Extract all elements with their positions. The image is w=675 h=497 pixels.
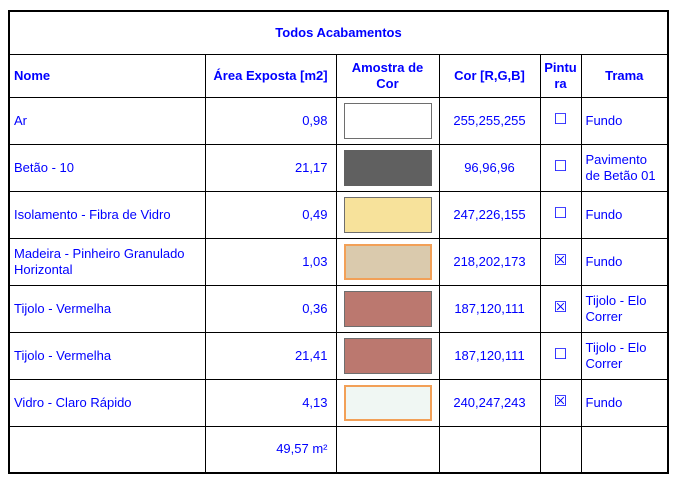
title-row: Todos Acabamentos xyxy=(8,10,669,55)
swatch-cell xyxy=(335,378,440,427)
nome-cell: Tijolo - Vermelha xyxy=(8,284,206,333)
total-empty-pintura xyxy=(539,425,582,474)
header-row: Nome Área Exposta [m2] Amostra de Cor Co… xyxy=(8,53,669,98)
pintura-cell: ☒ xyxy=(539,237,582,286)
total-empty-nome xyxy=(8,425,206,474)
trama-cell: Fundo xyxy=(580,190,669,239)
total-empty-trama xyxy=(580,425,669,474)
finishes-table: Todos Acabamentos Nome Área Exposta [m2]… xyxy=(8,10,670,474)
pintura-checkbox[interactable]: ☒ xyxy=(553,252,568,270)
nome-cell: Vidro - Claro Rápido xyxy=(8,378,206,427)
column-header-nome: Nome xyxy=(8,53,206,98)
pintura-checkbox[interactable]: ☐ xyxy=(553,158,568,176)
pintura-cell: ☒ xyxy=(539,284,582,333)
total-area-cell: 49,57 m² xyxy=(204,425,337,474)
nome-cell: Tijolo - Vermelha xyxy=(8,331,206,380)
color-swatch xyxy=(343,384,432,421)
nome-cell: Madeira - Pinheiro Granulado Horizontal xyxy=(8,237,206,286)
pintura-cell: ☐ xyxy=(539,96,582,145)
column-header-area: Área Exposta [m2] xyxy=(204,53,337,98)
rgb-cell: 218,202,173 xyxy=(438,237,541,286)
color-swatch xyxy=(343,102,432,139)
area-cell: 0,98 xyxy=(204,96,337,145)
pintura-checkbox[interactable]: ☐ xyxy=(553,111,568,129)
pintura-cell: ☐ xyxy=(539,143,582,192)
table-row: Tijolo - Vermelha 0,36 187,120,111 ☒ Tij… xyxy=(8,284,669,333)
column-header-trama: Trama xyxy=(580,53,669,98)
total-empty-swatch xyxy=(335,425,440,474)
rgb-cell: 187,120,111 xyxy=(438,284,541,333)
area-cell: 21,17 xyxy=(204,143,337,192)
rgb-cell: 96,96,96 xyxy=(438,143,541,192)
pintura-checkbox[interactable]: ☐ xyxy=(553,205,568,223)
area-cell: 1,03 xyxy=(204,237,337,286)
pintura-checkbox[interactable]: ☒ xyxy=(553,299,568,317)
trama-cell: Fundo xyxy=(580,237,669,286)
area-cell: 4,13 xyxy=(204,378,337,427)
swatch-cell xyxy=(335,96,440,145)
column-header-pintura: Pintura xyxy=(539,53,582,98)
table-row: Vidro - Claro Rápido 4,13 240,247,243 ☒ … xyxy=(8,378,669,427)
total-row: 49,57 m² xyxy=(8,425,669,474)
color-swatch xyxy=(343,337,432,374)
color-swatch xyxy=(343,149,432,186)
swatch-cell xyxy=(335,143,440,192)
table-row: Madeira - Pinheiro Granulado Horizontal … xyxy=(8,237,669,286)
pintura-cell: ☐ xyxy=(539,190,582,239)
pintura-cell: ☒ xyxy=(539,378,582,427)
trama-cell: Fundo xyxy=(580,96,669,145)
rgb-cell: 240,247,243 xyxy=(438,378,541,427)
trama-cell: Tijolo - Elo Correr xyxy=(580,331,669,380)
swatch-cell xyxy=(335,284,440,333)
pintura-cell: ☐ xyxy=(539,331,582,380)
pintura-checkbox[interactable]: ☒ xyxy=(553,393,568,411)
color-swatch xyxy=(343,290,432,327)
rgb-cell: 255,255,255 xyxy=(438,96,541,145)
area-cell: 0,36 xyxy=(204,284,337,333)
table-row: Ar 0,98 255,255,255 ☐ Fundo xyxy=(8,96,669,145)
area-cell: 0,49 xyxy=(204,190,337,239)
column-header-cor: Cor [R,G,B] xyxy=(438,53,541,98)
table-row: Isolamento - Fibra de Vidro 0,49 247,226… xyxy=(8,190,669,239)
nome-cell: Betão - 10 xyxy=(8,143,206,192)
pintura-checkbox[interactable]: ☐ xyxy=(553,346,568,364)
trama-cell: Tijolo - Elo Correr xyxy=(580,284,669,333)
table-row: Betão - 10 21,17 96,96,96 ☐ Pavimento de… xyxy=(8,143,669,192)
swatch-cell xyxy=(335,190,440,239)
total-empty-rgb xyxy=(438,425,541,474)
table-title: Todos Acabamentos xyxy=(8,10,669,55)
rgb-cell: 187,120,111 xyxy=(438,331,541,380)
column-header-amostra: Amostra de Cor xyxy=(335,53,440,98)
nome-cell: Isolamento - Fibra de Vidro xyxy=(8,190,206,239)
trama-cell: Fundo xyxy=(580,378,669,427)
color-swatch xyxy=(343,196,432,233)
trama-cell: Pavimento de Betão 01 xyxy=(580,143,669,192)
area-cell: 21,41 xyxy=(204,331,337,380)
table-row: Tijolo - Vermelha 21,41 187,120,111 ☐ Ti… xyxy=(8,331,669,380)
swatch-cell xyxy=(335,331,440,380)
nome-cell: Ar xyxy=(8,96,206,145)
color-swatch xyxy=(343,243,432,280)
swatch-cell xyxy=(335,237,440,286)
rgb-cell: 247,226,155 xyxy=(438,190,541,239)
